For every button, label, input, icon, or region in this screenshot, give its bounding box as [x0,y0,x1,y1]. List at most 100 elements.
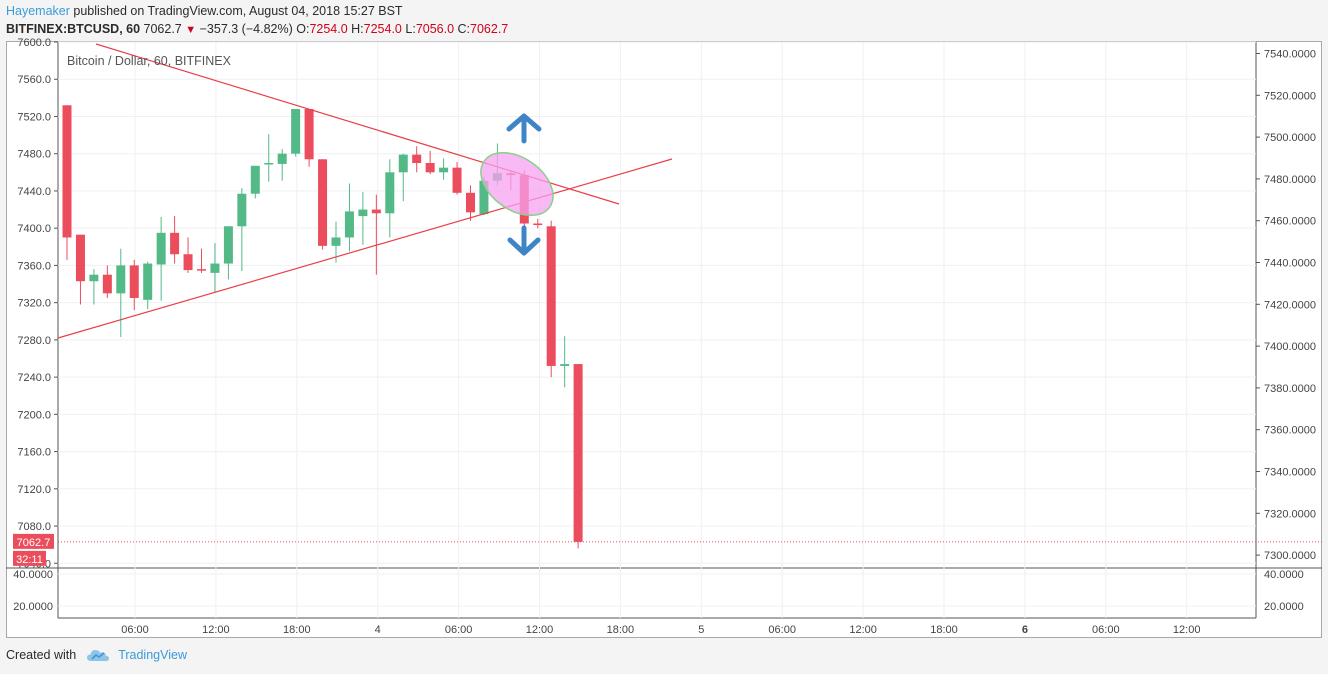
candle [425,150,435,175]
candle-body [89,274,99,282]
left-tick-label: 7360.0 [17,260,51,272]
candle-body [75,234,85,282]
lower-right-tick-label: 20.0000 [1264,601,1304,613]
candle-body [277,153,287,164]
candle-body [546,226,556,366]
time-tick-label: 18:00 [283,624,311,636]
candle [452,162,462,195]
candle-body [533,223,543,226]
low-label: L: [405,22,416,36]
candle-body [425,163,435,173]
down-triangle-icon: ▼ [185,24,197,36]
candle [533,218,543,229]
right-tick-label: 7380.0000 [1264,383,1316,395]
right-tick-label: 7360.0000 [1264,425,1316,437]
low-value: 7056.0 [415,22,455,36]
left-tick-label: 7160.0 [17,447,51,459]
left-tick-label: 7200.0 [17,409,51,421]
price-change: −357.3 (−4.82%) [199,22,293,36]
right-tick-label: 7520.0000 [1264,90,1316,102]
candle-body [560,364,570,366]
time-tick-label: 06:00 [768,624,796,636]
candle-body [385,172,395,214]
candle-body [156,232,166,265]
last-price-badge [13,533,54,549]
time-tick-label: 06:00 [1092,624,1120,636]
candle-body [466,192,475,213]
candle [237,188,247,271]
grid-lines [6,41,1322,619]
candle [170,216,180,264]
candle-body [291,109,301,154]
time-tick-label: 6 [1022,624,1028,636]
symbol-label: BITFINEX:BTCUSD, 60 [6,22,141,36]
candle [156,217,166,301]
author-link[interactable]: Hayemaker [6,4,70,18]
left-price-axis: 7600.0 7560.0 7520.0 7480.0 7440.0 7400.0 7360… [13,37,58,613]
time-tick-label: 06:00 [445,624,473,636]
left-tick-label: 7520.0 [17,111,51,123]
publish-info: Hayemaker published on TradingView.com, … [6,3,403,20]
candle-body [237,193,247,227]
right-tick-label: 7300.0000 [1264,550,1316,562]
candle-body [304,109,314,160]
candle [304,109,314,167]
candle-body [116,265,126,294]
right-tick-label: 7420.0000 [1264,299,1316,311]
right-tick-label: 7340.0000 [1264,467,1316,479]
highlight-ellipse [480,151,554,217]
candle-body [197,269,206,271]
candle [358,191,368,245]
candle-body [371,209,381,214]
candle-body [250,165,260,194]
left-tick-label: 7240.0 [17,372,51,384]
candle [102,265,112,298]
tradingview-cloud-icon [87,650,110,661]
candle [466,185,475,221]
time-tick-label: 18:00 [607,624,635,636]
candle [62,105,72,260]
candle [371,194,381,275]
close-label: C: [457,22,471,36]
countdown-badge [13,550,46,566]
candle [439,158,449,180]
high-label: H: [351,22,364,36]
lower-right-tick-label: 40.0000 [1264,569,1304,581]
candle-body [264,163,274,165]
right-tick-label: 7500.0000 [1264,132,1316,144]
candle [129,259,139,311]
time-tick-label: 12:00 [526,624,554,636]
ascending-trendline [57,158,673,339]
candle [291,109,301,157]
candle-body [129,265,139,298]
time-tick-label: 12:00 [1173,624,1201,636]
candle-body [452,167,462,193]
lower-left-tick-label: 40.0000 [13,569,53,581]
left-tick-label: 7600.0 [17,37,51,49]
candle [75,234,85,305]
close-value: 7062.7 [470,22,509,36]
published-text: published on TradingView.com, August 04,… [73,4,403,18]
candle-body [331,237,341,246]
candle [546,220,556,378]
candle [89,269,99,305]
right-tick-label: 7440.0000 [1264,258,1316,270]
candle [318,159,328,250]
right-tick-label: 7460.0000 [1264,216,1316,228]
candle [143,261,153,310]
left-tick-label: 7280.0 [17,335,51,347]
tradingview-brand-link[interactable]: TradingView [118,648,187,662]
overlays: Bitcoin / Dollar, 60, BITFINEX 7062.7 32:1… [13,54,1322,566]
time-tick-label: 12:00 [202,624,230,636]
left-tick-label: 7320.0 [17,298,51,310]
candle-body [183,254,193,271]
last-price: 7062.7 [143,22,182,36]
footer: Created with TradingView [6,648,187,662]
candle [398,153,408,202]
candle [223,226,233,280]
countdown-label: 32:11 [16,554,43,566]
candle [560,336,570,388]
ohlc-legend: BITFINEX:BTCUSD, 60 7062.7 ▼ −357.3 (−4.… [6,21,508,39]
left-tick-label: 7400.0 [17,223,51,235]
